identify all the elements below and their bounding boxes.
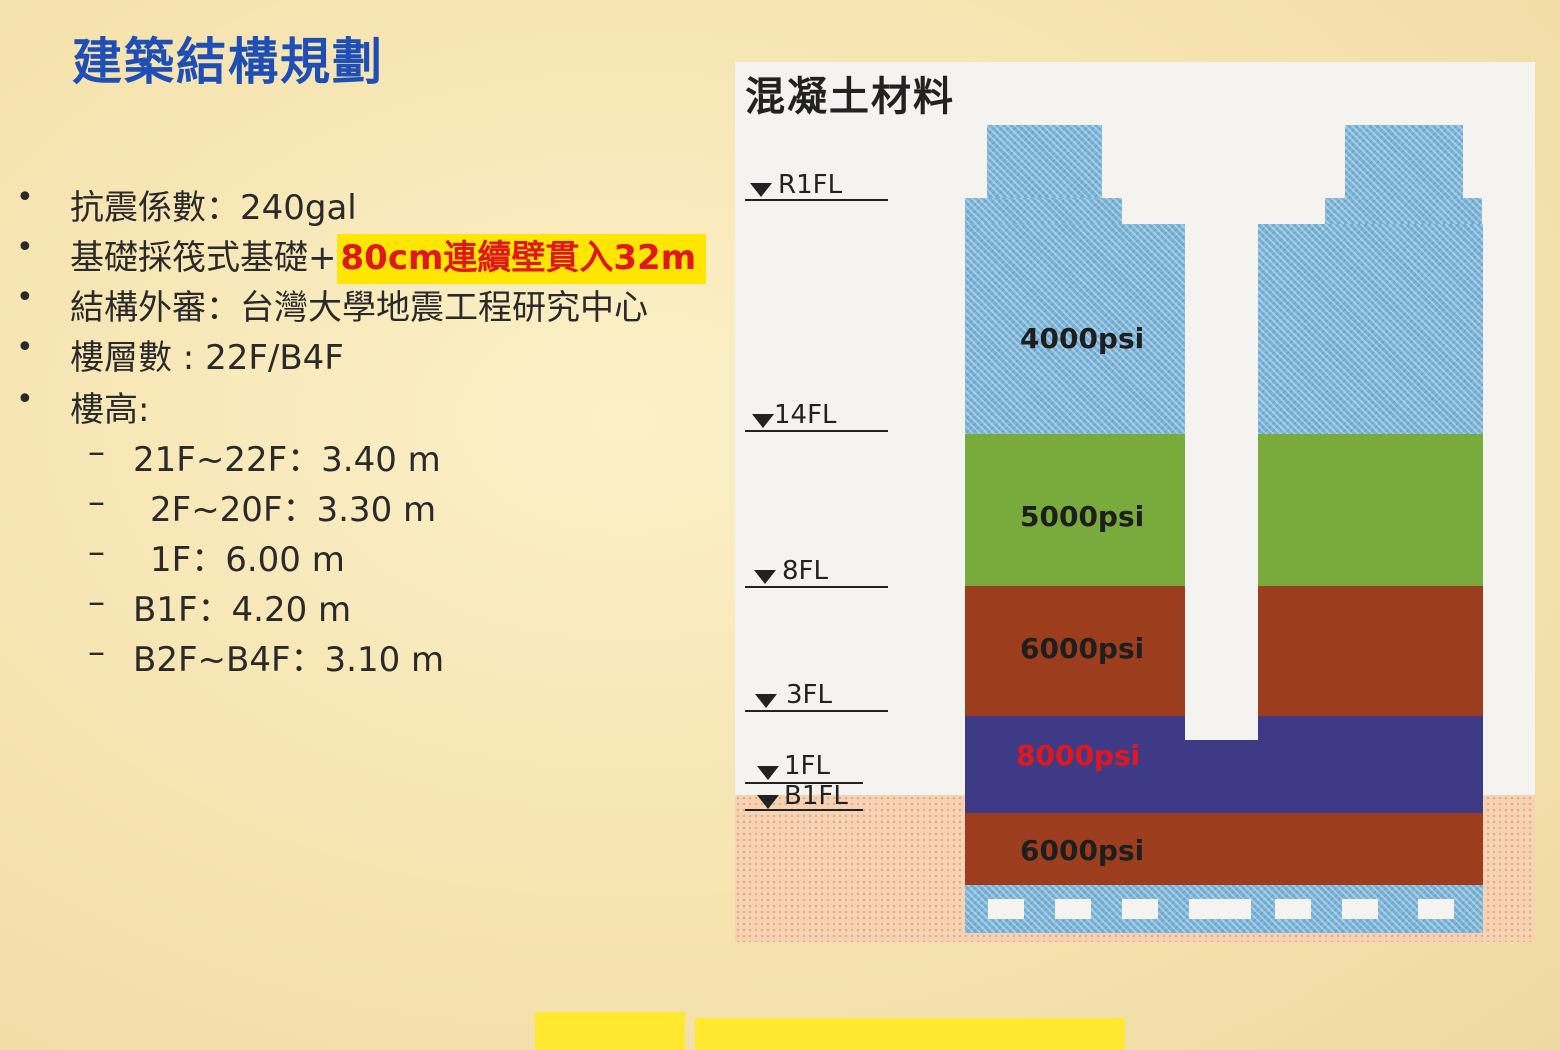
zone-5000-left [965,434,1185,586]
level-triangle-icon [752,414,774,428]
foundation-void [1275,899,1311,919]
foundation-void [1418,899,1454,919]
dash-marker: – [88,432,105,472]
level-line [745,586,888,588]
dash-marker: – [88,582,105,622]
right-tower-crown [1345,125,1463,205]
level-triangle-icon [755,694,777,708]
sticky-note [695,1018,1125,1050]
bullet-marker: • [16,280,34,315]
foundation-void [988,899,1024,919]
sub-item-text: 2F~20F：3.30 m [150,490,437,530]
left-tower-crown [987,125,1102,205]
dash-marker: – [88,482,105,522]
bullet-text: 抗震係數：240gal [70,188,357,228]
level-label: 8FL [782,556,828,586]
left-tower-step [965,198,1122,228]
level-triangle-icon [757,766,779,780]
level-label: B1FL [784,781,848,811]
level-label: 3FL [786,680,832,710]
bullet-text-group: 基礎採筏式基礎+ 80cm連續壁貫入32m [70,230,707,284]
foundation-void [1055,899,1091,919]
bullet-text: 結構外審：台灣大學地震工程研究中心 [70,288,648,328]
zone-label-5000: 5000psi [1020,500,1145,533]
foundation-void [1342,899,1378,919]
level-label: 1FL [784,751,830,781]
zone-4000-right [1258,224,1483,434]
zone-6000-right [1258,586,1483,716]
zone-5000-right [1258,434,1483,586]
dash-marker: – [88,632,105,672]
right-tower-step [1325,198,1482,228]
highlight-text: 80cm連續壁貫入32m [336,234,707,284]
zone-label-6000: 6000psi [1020,632,1145,665]
bullet-text: 基礎採筏式基礎+ [70,238,337,278]
bullet-marker: • [16,230,34,265]
level-triangle-icon [757,795,779,809]
zone-6000-left [965,586,1185,716]
level-line [745,782,863,784]
sticky-note [535,1012,685,1050]
zone-label-6000-basement: 6000psi [1020,834,1145,867]
level-triangle-icon [750,183,772,197]
level-triangle-icon [754,570,776,584]
zone-label-8000: 8000psi [1016,739,1141,772]
sub-item-text: 21F~22F：3.40 m [133,440,441,480]
zone-6000-basement [965,813,1483,885]
zone-4000-left [965,224,1185,434]
level-line [745,809,863,811]
bullet-text: 樓高: [70,390,150,430]
level-line [745,710,888,712]
sub-item-text: B1F：4.20 m [133,590,352,630]
level-line [745,199,888,201]
bullet-marker: • [16,330,34,365]
slide-title: 建築結構規劃 [72,33,384,91]
bullet-marker: • [16,382,34,417]
bullet-marker: • [16,180,34,215]
sub-item-text: B2F~B4F：3.10 m [133,640,445,680]
level-label: 14FL [774,400,837,430]
diagram-title: 混凝土材料 [745,74,955,120]
bullet-text: 樓層數 : 22F/B4F [70,338,344,378]
dash-marker: – [88,532,105,572]
zone-label-4000: 4000psi [1020,322,1145,355]
foundation-void [1189,899,1251,919]
level-label: R1FL [778,170,843,200]
foundation-void [1122,899,1158,919]
level-line [745,430,888,432]
core-gap-bottom [1185,716,1258,740]
sub-item-text: 1F：6.00 m [150,540,345,580]
